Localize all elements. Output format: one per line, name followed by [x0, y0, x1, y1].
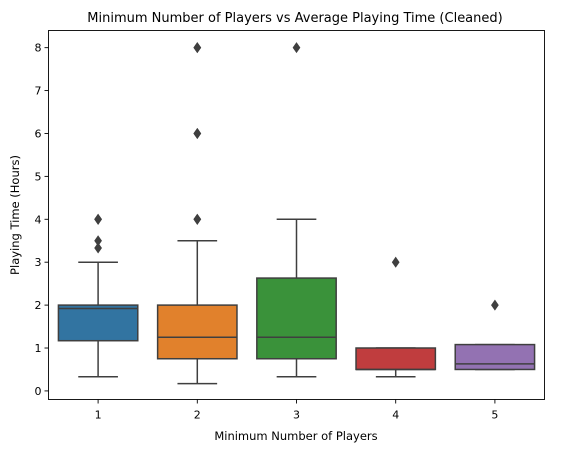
x-tick-label: 2 — [194, 409, 201, 422]
chart-title: Minimum Number of Players vs Average Pla… — [87, 11, 502, 26]
y-tick-label: 6 — [35, 127, 42, 140]
outlier-point — [194, 43, 201, 53]
y-tick-label: 5 — [35, 170, 42, 183]
y-tick-label: 3 — [35, 256, 42, 269]
box-5 — [455, 345, 534, 370]
y-tick-label: 2 — [35, 299, 42, 312]
x-tick-label: 4 — [392, 409, 399, 422]
outlier-point — [194, 214, 201, 224]
y-tick-label: 0 — [35, 385, 42, 398]
y-tick-label: 4 — [35, 213, 42, 226]
plot-area: 0 1 2 3 4 5 6 7 8 1 2 3 4 5 — [35, 42, 535, 422]
box-4 — [356, 348, 435, 369]
y-tick-label: 8 — [35, 42, 42, 55]
outlier-point — [95, 214, 102, 224]
box-2 — [158, 305, 237, 359]
outlier-point — [491, 300, 498, 310]
outlier-point — [95, 236, 102, 246]
box-1 — [58, 305, 137, 341]
box-3 — [257, 278, 336, 359]
x-tick-label: 5 — [491, 409, 498, 422]
outlier-point — [194, 128, 201, 138]
x-tick-label: 1 — [95, 409, 102, 422]
outlier-point — [392, 257, 399, 267]
outlier-point — [293, 43, 300, 53]
x-tick-label: 3 — [293, 409, 300, 422]
y-axis-label: Playing Time (Hours) — [8, 155, 22, 275]
y-tick-label: 1 — [35, 342, 42, 355]
y-tick-label: 7 — [35, 85, 42, 98]
x-axis-label: Minimum Number of Players — [214, 429, 377, 443]
